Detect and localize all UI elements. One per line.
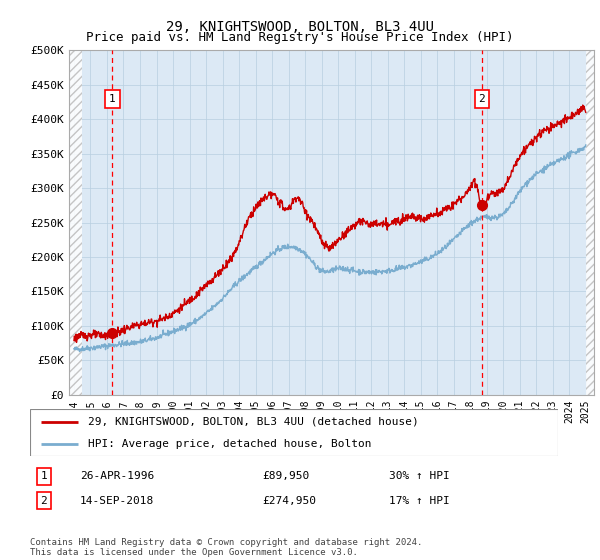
Text: 30% ↑ HPI: 30% ↑ HPI bbox=[389, 471, 449, 481]
Text: 17% ↑ HPI: 17% ↑ HPI bbox=[389, 496, 449, 506]
Text: £274,950: £274,950 bbox=[262, 496, 316, 506]
FancyBboxPatch shape bbox=[30, 409, 558, 456]
Text: 29, KNIGHTSWOOD, BOLTON, BL3 4UU: 29, KNIGHTSWOOD, BOLTON, BL3 4UU bbox=[166, 20, 434, 34]
Text: Contains HM Land Registry data © Crown copyright and database right 2024.
This d: Contains HM Land Registry data © Crown c… bbox=[30, 538, 422, 557]
Text: HPI: Average price, detached house, Bolton: HPI: Average price, detached house, Bolt… bbox=[88, 438, 371, 449]
Text: £89,950: £89,950 bbox=[262, 471, 309, 481]
Text: 2: 2 bbox=[479, 94, 485, 104]
Bar bbox=[69, 50, 82, 395]
Text: 26-APR-1996: 26-APR-1996 bbox=[80, 471, 154, 481]
Text: 14-SEP-2018: 14-SEP-2018 bbox=[80, 496, 154, 506]
Bar bbox=[586, 50, 594, 395]
Text: 2: 2 bbox=[40, 496, 47, 506]
Text: 1: 1 bbox=[109, 94, 116, 104]
Text: Price paid vs. HM Land Registry's House Price Index (HPI): Price paid vs. HM Land Registry's House … bbox=[86, 31, 514, 44]
Text: 29, KNIGHTSWOOD, BOLTON, BL3 4UU (detached house): 29, KNIGHTSWOOD, BOLTON, BL3 4UU (detach… bbox=[88, 417, 419, 427]
Text: 1: 1 bbox=[40, 471, 47, 481]
